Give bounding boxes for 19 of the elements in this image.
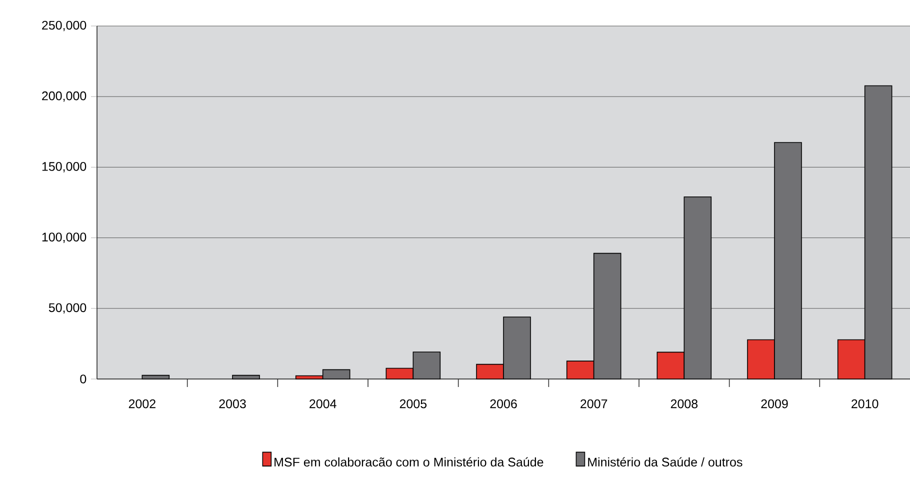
x-tick-label: 2008: [670, 399, 698, 408]
y-tick-label: 150,000: [42, 162, 86, 172]
y-tick-label: 0: [80, 374, 86, 384]
y-tick-label: 250,000: [42, 20, 86, 32]
x-tick-label: 2003: [219, 399, 246, 408]
x-tick-label: 2010: [852, 399, 878, 408]
x-tick-label: 2005: [400, 399, 427, 408]
bar: [142, 374, 170, 380]
y-tick-label: 50,000: [48, 303, 86, 314]
y-tick-label: 100,000: [42, 232, 86, 243]
x-tick-label: 2009: [761, 399, 788, 408]
bar: [232, 374, 260, 380]
y-tick-label: 200,000: [42, 91, 86, 102]
x-tick-label: 2007: [580, 399, 608, 408]
x-tick-label: 2006: [490, 399, 517, 408]
x-tick-label: 2004: [310, 399, 336, 408]
legend-label: Ministério da Saúde / outros: [588, 457, 742, 467]
x-tick-label: 2002: [128, 399, 156, 408]
legend-label: MSF em colaboracão com o Ministério da Saúde: [274, 457, 544, 467]
